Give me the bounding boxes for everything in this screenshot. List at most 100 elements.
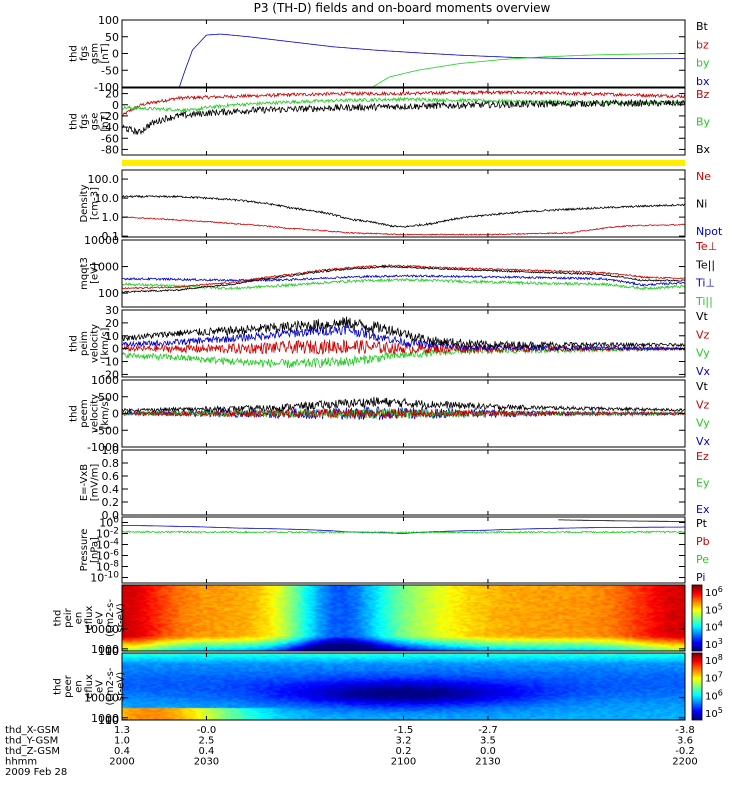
colorbar-tick: 108 [705, 653, 723, 667]
colorbar-p10 [692, 585, 702, 651]
ytick-label: -20 [101, 368, 119, 381]
ytick-label: 10 [105, 714, 119, 727]
legend-entry: Bz [696, 88, 710, 101]
ytick-label: 0.0 [102, 509, 120, 522]
ylabel-line: en [74, 680, 85, 693]
ylabel-line: sr-eV) [116, 603, 127, 632]
date-label: 2009 Feb 28 [5, 767, 67, 778]
ytick-label: 10 [105, 330, 119, 343]
ytick-label: 10-8 [96, 560, 119, 574]
legend-entry: Npot [696, 225, 723, 238]
series-p6-3 [121, 316, 686, 350]
xaxis-row-label: thd_Z-GSM [5, 746, 60, 757]
ylabel-line: eV [95, 680, 106, 693]
series-p5-3 [121, 265, 685, 294]
ylabel-line: (cm2-s- [105, 667, 116, 705]
series-p9-2 [558, 519, 685, 522]
ytick-label: 100.0 [88, 173, 120, 186]
ytick-label: -100 [94, 81, 119, 94]
xaxis-value: 0.4 [114, 746, 130, 757]
ylabel-line: fgs [79, 114, 90, 129]
ytick-label: -10 [101, 356, 119, 369]
xaxis-value: 2130 [475, 757, 500, 768]
xaxis-value: -0.0 [197, 725, 217, 736]
ytick-label: 100 [99, 516, 119, 530]
ylabel-line: peir [63, 607, 74, 627]
xaxis-value: 3.5 [480, 736, 496, 747]
legend-entry: by [696, 57, 710, 70]
ytick-label: 1000 [91, 643, 119, 656]
ytick-label: -50 [101, 64, 119, 77]
xaxis-value: -0.2 [675, 746, 695, 757]
xaxis-value: 0.4 [198, 746, 214, 757]
ytick-label: 100 [98, 14, 119, 27]
legend-entry: Pi [696, 571, 705, 584]
ytick-label: -60 [101, 132, 119, 145]
xaxis-value: 0.0 [480, 746, 496, 757]
ylabel-line: thd [68, 405, 79, 422]
legend-entry: Ne [696, 170, 711, 183]
panel-p7: 1000 500 0 -500 -1000 thd peem velocity [km/s] Vt… [68, 374, 710, 454]
ytick-label: 10 [105, 645, 119, 658]
legend-entry: Ni [696, 198, 707, 211]
ylabel-line: peer [63, 674, 74, 698]
ytick-label: 10-6 [96, 549, 119, 563]
legend-entry: By [696, 116, 711, 129]
panel-p8: 1.00.80.60.40.20.0 E=-VxB [mV/m] Ez Ey Ex [79, 444, 710, 522]
ylabel-line: Pressure [79, 529, 90, 572]
xaxis-value: 2000 [109, 757, 134, 768]
ylabel-line: fgs [79, 46, 90, 61]
ytick-label: -80 [101, 143, 119, 156]
xaxis-value: 2030 [194, 757, 219, 768]
ylabel-line: [km/s] [100, 327, 111, 359]
ylabel-line: [km/s] [100, 397, 111, 429]
ylabel-line: [cm-3] [89, 187, 100, 220]
ylabel-line: thd [53, 610, 64, 627]
ytick-label: 100 [98, 714, 119, 727]
ylabel-line: velocity [89, 324, 100, 363]
ytick-label: 1000 [91, 712, 119, 725]
colorbar-tick: 107 [705, 671, 723, 685]
xaxis-value: 1.0 [114, 736, 130, 747]
ylabel-line: Density [79, 184, 90, 222]
colorbar-tick: 105 [705, 602, 723, 616]
series-p2-2 [121, 98, 686, 135]
xaxis-value: 1.3 [114, 725, 130, 736]
ylabel-line: (cm2-s- [105, 599, 116, 637]
ylabel-line: thd [53, 678, 64, 695]
xaxis-value: 2200 [672, 757, 697, 768]
colorbar-p11 [692, 653, 702, 720]
ylabel-line: gse [89, 113, 100, 131]
legend-entry: Te|| [695, 258, 715, 271]
series-p6-2 [121, 324, 686, 352]
legend-entry: Ti|| [695, 295, 713, 308]
series-p1-0 [178, 33, 685, 88]
frame-p2 [121, 87, 686, 156]
xaxis-value: 3.6 [677, 736, 693, 747]
panel-p4: 100.0 10.0 1.0 0.1 Density [cm-3] Ne Ni Npot [79, 169, 723, 243]
frame-p5 [121, 239, 686, 308]
ytick-label: 1.0 [102, 444, 120, 457]
frame-p1 [121, 19, 686, 88]
ytick-label: 1.0 [102, 211, 120, 224]
ytick-label: 10-10 [90, 571, 119, 585]
legend-entry: Vz [696, 328, 710, 341]
ylabel-line: eflux [84, 606, 95, 631]
ylabel-line: sr-eV) [116, 672, 127, 701]
legend-entry: Pe [696, 553, 709, 566]
ytick-label: 0 [112, 99, 119, 112]
ylabel-line: [nT] [100, 111, 111, 131]
ylabel-line: thd [68, 335, 79, 352]
ytick-label: 0.4 [102, 483, 120, 496]
figure-title: P3 (TH-D) fields and on-board moments ov… [254, 1, 551, 15]
series-p5-1 [121, 277, 686, 291]
legend-entry: Ey [696, 477, 710, 490]
x-axis-labels: thd_X-GSM 1.3 -0.0 -1.5 -2.7 -3.8 thd_Y-GSM 1.0… [5, 725, 698, 778]
legend-entry: Te⊥ [695, 240, 717, 253]
yellow-status-bar [122, 160, 685, 166]
series-p4-1 [121, 216, 686, 236]
legend-entry: Vz [696, 398, 710, 411]
ytick-label: 10-4 [96, 538, 119, 552]
